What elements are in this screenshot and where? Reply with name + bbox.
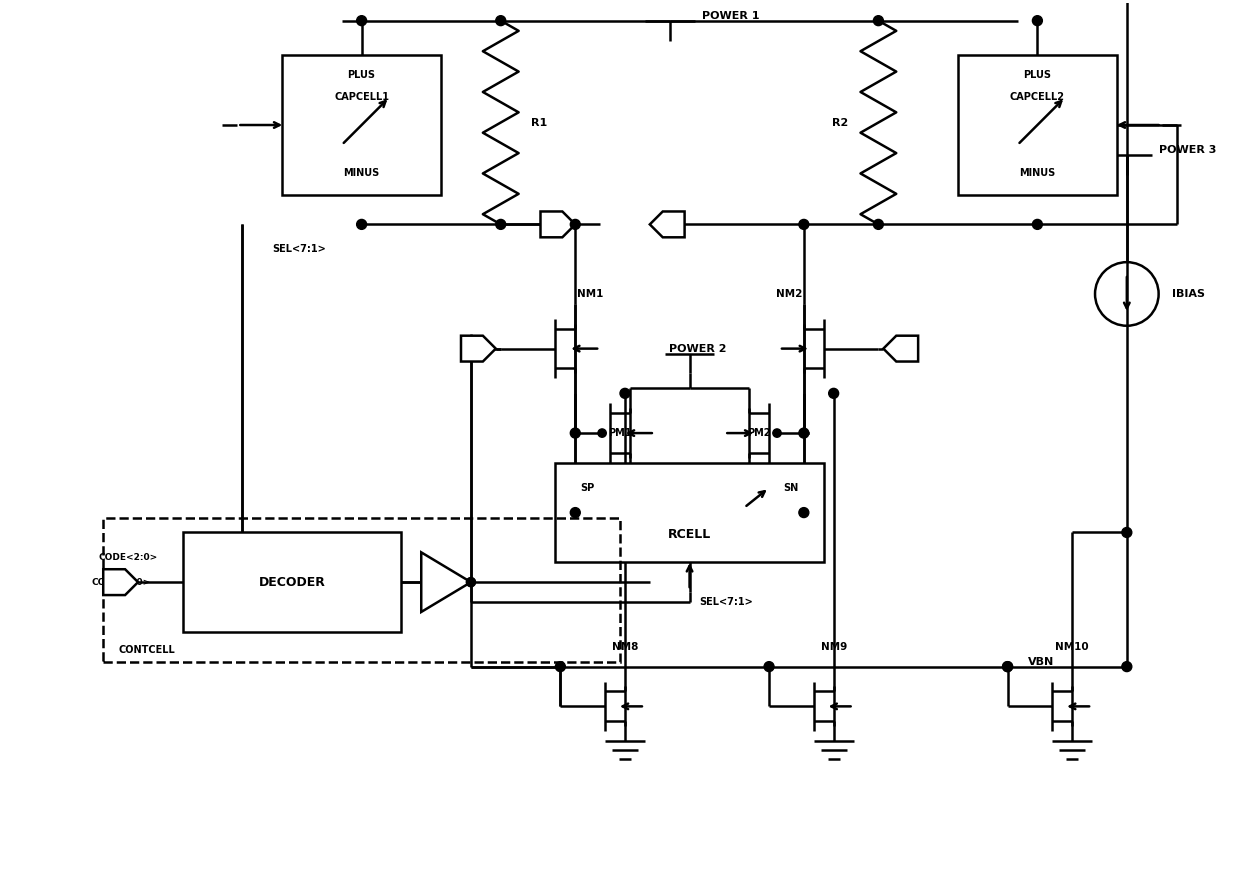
Text: CAPCELL2: CAPCELL2 bbox=[1009, 92, 1065, 102]
Text: CAPCELL1: CAPCELL1 bbox=[334, 92, 389, 102]
Text: CONTCELL: CONTCELL bbox=[118, 645, 175, 655]
Text: INN: INN bbox=[892, 344, 910, 353]
Circle shape bbox=[1033, 220, 1043, 230]
Circle shape bbox=[570, 507, 580, 518]
Bar bbox=[556, 463, 823, 563]
Bar bbox=[182, 532, 402, 632]
Circle shape bbox=[764, 662, 774, 672]
Circle shape bbox=[570, 220, 580, 230]
Text: VBN: VBN bbox=[1028, 656, 1054, 667]
Text: MINUS: MINUS bbox=[343, 168, 379, 178]
Bar bbox=[103, 518, 620, 662]
Bar bbox=[957, 55, 1117, 195]
Circle shape bbox=[357, 220, 367, 230]
Circle shape bbox=[773, 429, 781, 438]
Text: PM1: PM1 bbox=[609, 428, 631, 438]
Text: OUTP: OUTP bbox=[653, 220, 681, 229]
Text: IBIAS: IBIAS bbox=[1172, 289, 1204, 299]
Circle shape bbox=[1033, 16, 1043, 26]
Circle shape bbox=[598, 429, 606, 438]
Text: SEL<7:1>: SEL<7:1> bbox=[699, 597, 753, 607]
Circle shape bbox=[873, 220, 883, 230]
Circle shape bbox=[620, 388, 630, 398]
Polygon shape bbox=[422, 553, 471, 612]
Text: INP: INP bbox=[470, 344, 487, 353]
Circle shape bbox=[873, 16, 883, 26]
Text: PLUS: PLUS bbox=[347, 71, 376, 80]
Text: OUTN: OUTN bbox=[543, 220, 573, 229]
Circle shape bbox=[357, 16, 367, 26]
Circle shape bbox=[466, 578, 475, 587]
Text: SP: SP bbox=[580, 483, 594, 493]
Text: SN: SN bbox=[784, 483, 799, 493]
Circle shape bbox=[466, 578, 475, 587]
Circle shape bbox=[799, 428, 808, 438]
Text: POWER 1: POWER 1 bbox=[702, 11, 759, 21]
Circle shape bbox=[1122, 662, 1132, 672]
Circle shape bbox=[1003, 662, 1013, 672]
Circle shape bbox=[1122, 528, 1132, 538]
Polygon shape bbox=[541, 212, 575, 238]
Text: POWER 2: POWER 2 bbox=[670, 344, 727, 354]
Text: SEL<7:1>: SEL<7:1> bbox=[272, 244, 326, 255]
Text: NM8: NM8 bbox=[611, 642, 639, 652]
Text: R2: R2 bbox=[832, 118, 848, 128]
Circle shape bbox=[570, 428, 580, 438]
Text: RCELL: RCELL bbox=[668, 528, 712, 541]
Text: CODE<2:0>: CODE<2:0> bbox=[98, 553, 157, 562]
Circle shape bbox=[828, 388, 838, 398]
Text: R1: R1 bbox=[531, 118, 547, 128]
Circle shape bbox=[799, 220, 808, 230]
Text: NM10: NM10 bbox=[1055, 642, 1089, 652]
Circle shape bbox=[496, 16, 506, 26]
Text: CODE<2:0>: CODE<2:0> bbox=[91, 578, 150, 587]
Polygon shape bbox=[103, 569, 138, 595]
Text: POWER 3: POWER 3 bbox=[1159, 145, 1216, 154]
Polygon shape bbox=[650, 212, 684, 238]
Text: NM9: NM9 bbox=[821, 642, 847, 652]
Circle shape bbox=[496, 220, 506, 230]
Polygon shape bbox=[461, 336, 496, 362]
Text: INV: INV bbox=[432, 578, 450, 587]
Text: PM2: PM2 bbox=[748, 428, 771, 438]
Circle shape bbox=[799, 507, 808, 518]
Circle shape bbox=[1003, 662, 1013, 672]
Text: NM1: NM1 bbox=[577, 289, 604, 299]
Text: DECODER: DECODER bbox=[259, 576, 325, 588]
Bar bbox=[283, 55, 441, 195]
Polygon shape bbox=[883, 336, 918, 362]
Text: PLUS: PLUS bbox=[1023, 71, 1052, 80]
Text: MINUS: MINUS bbox=[1019, 168, 1055, 178]
Text: NM2: NM2 bbox=[776, 289, 802, 299]
Circle shape bbox=[556, 662, 565, 672]
